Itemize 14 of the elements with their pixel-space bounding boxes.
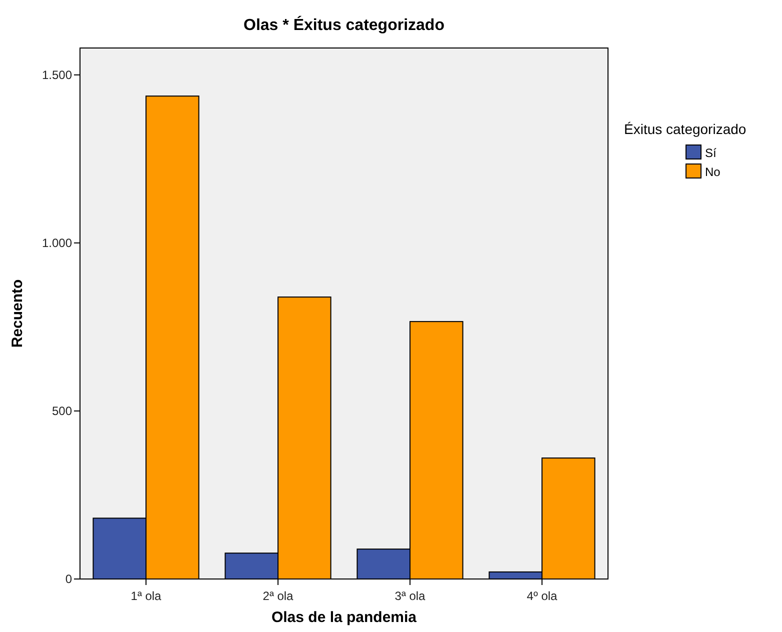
y-axis-title: Recuento	[9, 279, 26, 348]
y-tick-label: 1.500	[42, 68, 72, 82]
legend-label: No	[705, 165, 721, 179]
y-tick-label: 500	[52, 404, 72, 418]
chart-title: Olas * Éxitus categorizado	[244, 15, 445, 34]
x-tick-label: 2ª ola	[262, 589, 294, 603]
y-tick-label: 1.000	[42, 236, 72, 250]
x-tick-label: 3ª ola	[394, 589, 426, 603]
x-axis-title: Olas de la pandemia	[271, 609, 418, 626]
legend-label: Sí	[705, 146, 718, 160]
legend-title: Éxitus categorizado	[624, 121, 746, 137]
x-tick-label: 1ª ola	[130, 589, 162, 603]
y-tick-label: 0	[65, 572, 72, 586]
x-tick-label: 4º ola	[526, 589, 558, 603]
